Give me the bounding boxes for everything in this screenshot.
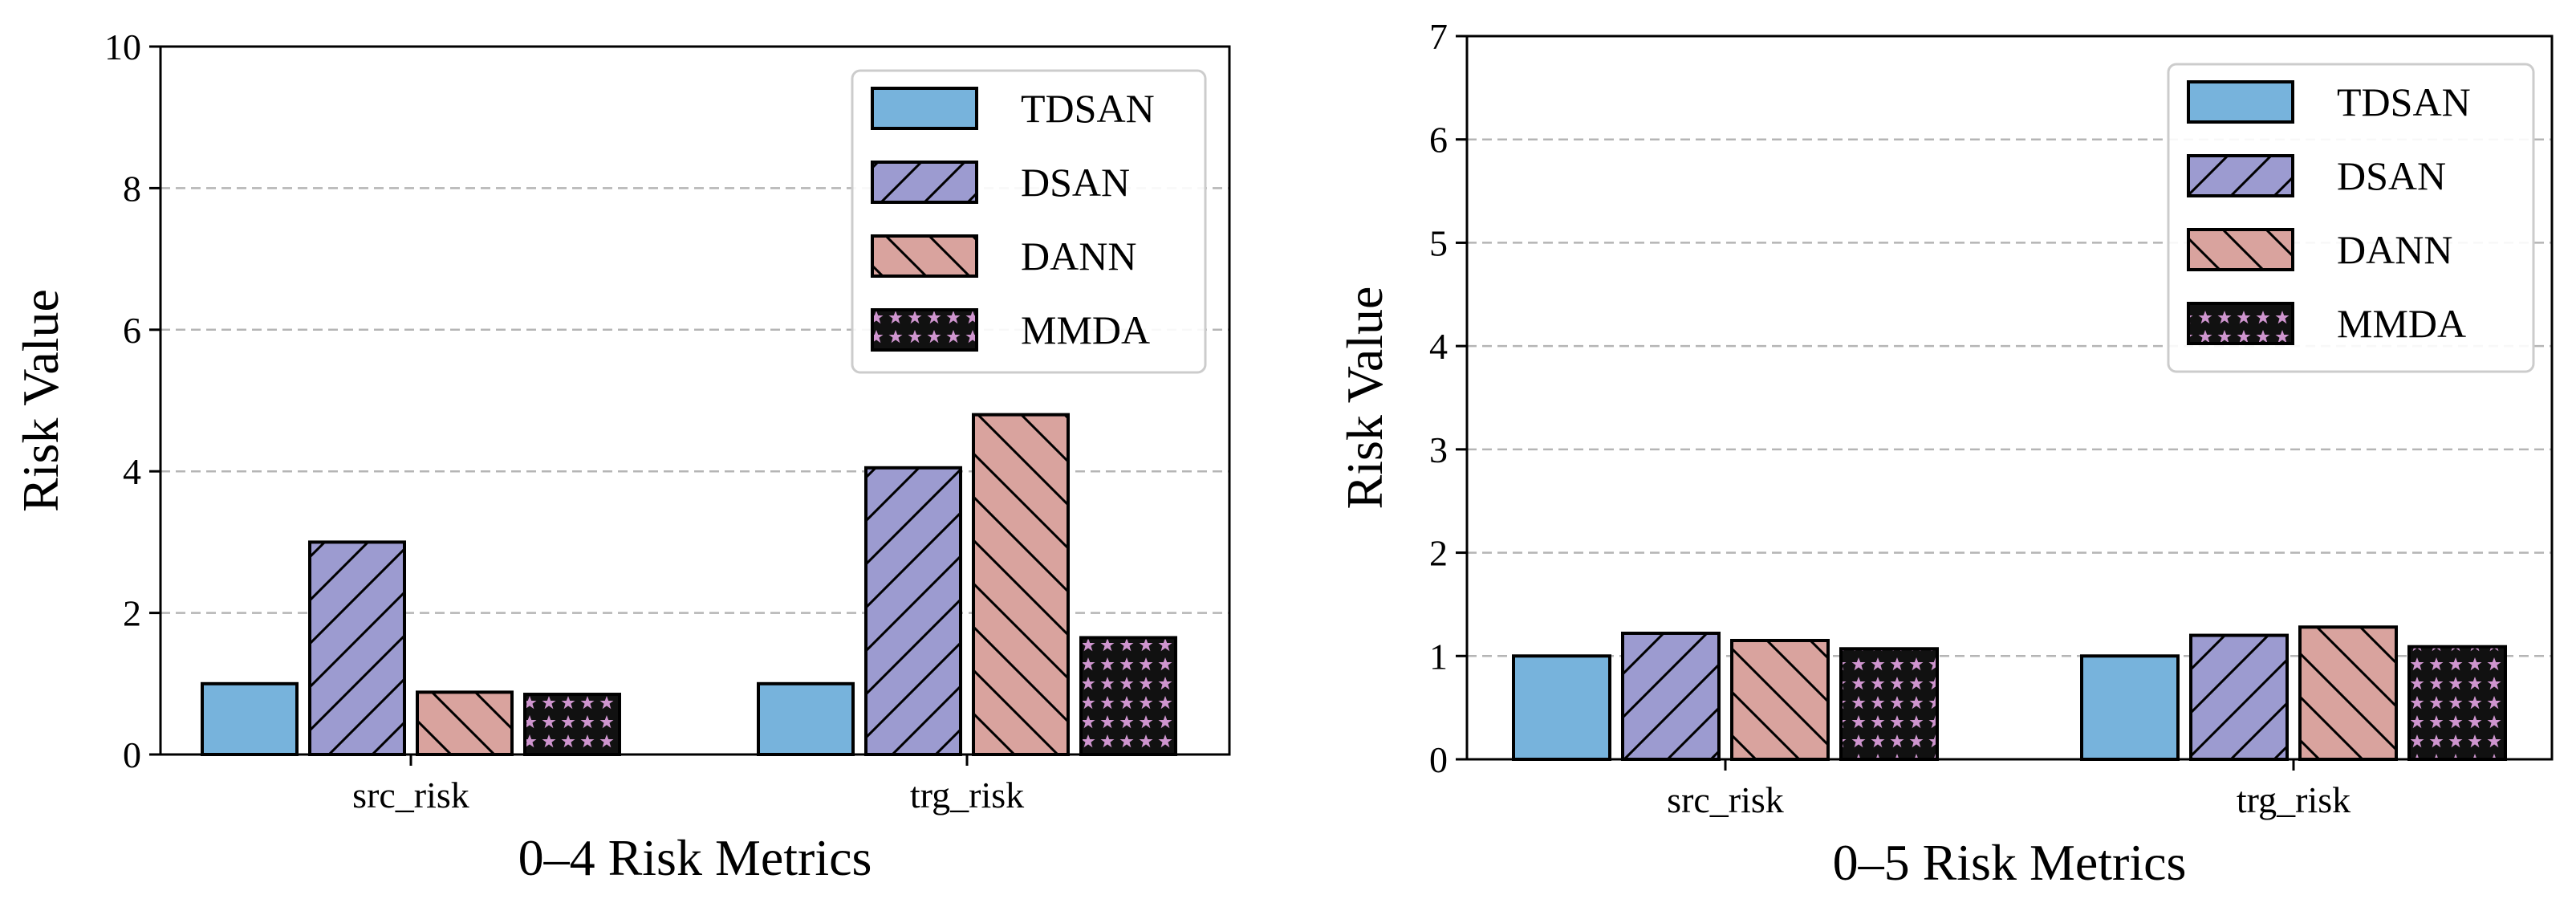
legend-box [851, 69, 1207, 374]
y-tick-label: 7 [1429, 16, 1448, 57]
bar-dann-src-risk [1730, 638, 1830, 761]
legend-swatch-tdsan [871, 87, 978, 130]
legend-swatch-dsan [871, 161, 978, 204]
x-tick-label: trg_risk [910, 775, 1024, 815]
bar-mmda-trg-risk [2407, 645, 2507, 761]
legend: TDSAN DSAN DANN MMDA [851, 69, 1207, 374]
legend-label-tdsan: TDSAN [1021, 86, 1155, 131]
legend-swatch-tdsan [2187, 80, 2294, 124]
legend-label-dann: DANN [1021, 234, 1136, 279]
legend-label-dann: DANN [2337, 227, 2452, 272]
x-axis-label: 0–5 Risk Metrics [1833, 834, 2187, 891]
y-tick-label: 0 [1429, 739, 1448, 780]
bar-dsan-trg-risk [2189, 633, 2289, 761]
x-tick-label: src_risk [352, 775, 469, 815]
y-tick-label: 2 [1429, 533, 1448, 574]
y-tick-label: 8 [123, 168, 141, 209]
bars [1512, 625, 2507, 762]
legend-label-tdsan: TDSAN [2337, 79, 2471, 124]
legend-label-dsan: DSAN [1021, 160, 1130, 205]
y-tick-label: 4 [123, 451, 141, 492]
bar-tdsan-src-risk [201, 681, 299, 756]
bar-dsan-src-risk [1621, 631, 1721, 761]
legend-label-dsan: DSAN [2337, 153, 2446, 198]
bar-mmda-src-risk [1839, 647, 1939, 761]
y-tick-label: 6 [123, 310, 141, 351]
legend: TDSAN DSAN DANN MMDA [2167, 63, 2535, 373]
y-tick-label: 2 [123, 593, 141, 634]
x-tick-label: src_risk [1667, 779, 1784, 820]
legend-label-mmda: MMDA [1021, 307, 1150, 352]
legend-swatch-mmda [871, 308, 978, 352]
x-ticks: src_risk trg_risk [1667, 759, 2350, 820]
legend-swatch-dsan [2187, 154, 2294, 197]
bar-tdsan-src-risk [1512, 654, 1611, 761]
x-tick-label: trg_risk [2237, 779, 2350, 820]
plot-frame [1465, 35, 2554, 761]
bar-dann-src-risk [416, 690, 514, 756]
y-axis-label: Risk Value [1336, 287, 1393, 510]
bar-dsan-trg-risk [864, 466, 962, 756]
y-tick-label: 3 [1429, 429, 1448, 470]
y-axis-label: Risk Value [12, 289, 69, 512]
y-tick-label: 6 [1429, 120, 1448, 161]
chart-left: 0 2 4 6 8 10 src_risk trg_risk Risk Value 0–4 … [12, 26, 1231, 886]
legend-swatch-dann [2187, 228, 2294, 271]
legend-swatch-dann [871, 234, 978, 278]
legend-box [2167, 63, 2535, 373]
y-tick-label: 10 [104, 26, 141, 67]
plot-frame [159, 45, 1231, 756]
chart-right: 0 1 2 3 4 5 6 7 src_risk trg_risk Risk Value 0–5… [1336, 16, 2554, 891]
bar-mmda-trg-risk [1079, 636, 1177, 756]
y-tick-label: 5 [1429, 222, 1448, 263]
legend-swatch-mmda [2187, 302, 2294, 345]
x-ticks: src_risk trg_risk [352, 754, 1024, 815]
bar-dann-trg-risk [972, 413, 1070, 756]
bar-dsan-src-risk [308, 540, 406, 757]
bar-tdsan-trg-risk [757, 681, 855, 756]
y-tick-label: 1 [1429, 636, 1448, 677]
x-axis-label: 0–4 Risk Metrics [518, 829, 872, 886]
bars [201, 413, 1177, 757]
legend-label-mmda: MMDA [2337, 301, 2466, 346]
y-tick-label: 0 [123, 734, 141, 775]
bar-mmda-src-risk [523, 693, 621, 757]
y-ticks: 0 1 2 3 4 5 6 7 [1429, 16, 1467, 780]
y-tick-label: 4 [1429, 326, 1448, 367]
y-ticks: 0 2 4 6 8 10 [104, 26, 160, 775]
bar-tdsan-trg-risk [2080, 654, 2180, 761]
bar-dann-trg-risk [2298, 625, 2398, 762]
